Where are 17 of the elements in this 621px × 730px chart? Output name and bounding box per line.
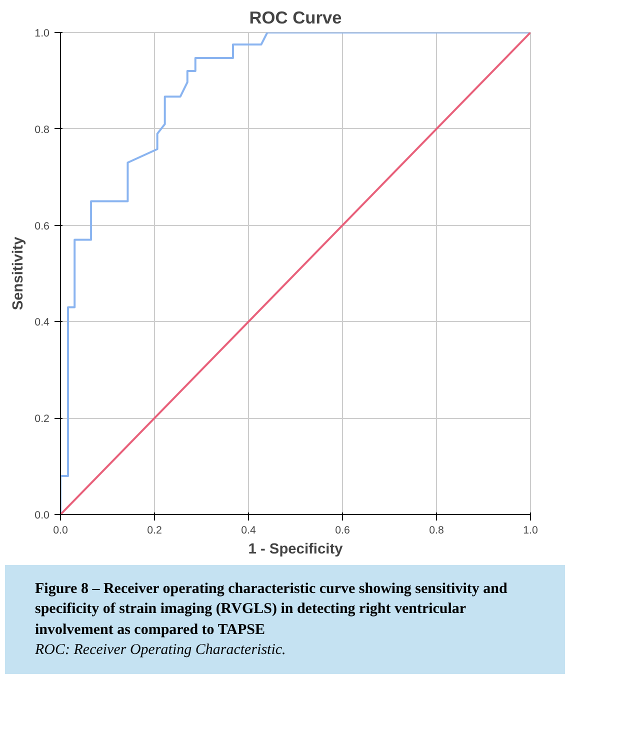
x-tick-label: 0.0 <box>53 524 68 536</box>
caption: Figure 8 – Receiver operating characteristic curve showing sensitivity and specificity of strain imaging (RVGLS) in detecting right ventricular involvement as compared to TAPSE <box>35 580 508 640</box>
x-tick-label: 0.2 <box>147 524 162 536</box>
chart-title: ROC Curve <box>249 8 342 28</box>
x-tick-label: 0.6 <box>335 524 350 536</box>
y-tick-label: 0.6 <box>34 220 50 232</box>
y-tick-label: 0.0 <box>34 510 50 522</box>
y-tick-label: 0.4 <box>34 316 50 329</box>
x-tick-label: 1.0 <box>523 524 538 536</box>
text: ROC: Receiver Operating Characteristic. <box>35 640 287 660</box>
y-tick-label: 0.2 <box>34 413 50 426</box>
y-axis-title: Sensitivity <box>10 236 27 310</box>
x-axis-title: 1 - Specificity <box>248 542 344 558</box>
y-tick-label: 1.0 <box>34 28 50 40</box>
x-tick-label: 0.8 <box>429 524 444 536</box>
x-tick-label: 0.4 <box>241 524 256 536</box>
y-tick-label: 0.8 <box>34 124 50 136</box>
